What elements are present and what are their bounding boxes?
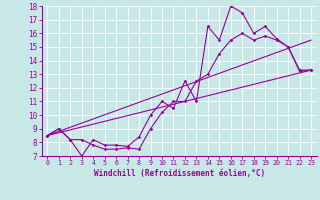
X-axis label: Windchill (Refroidissement éolien,°C): Windchill (Refroidissement éolien,°C) <box>94 169 265 178</box>
